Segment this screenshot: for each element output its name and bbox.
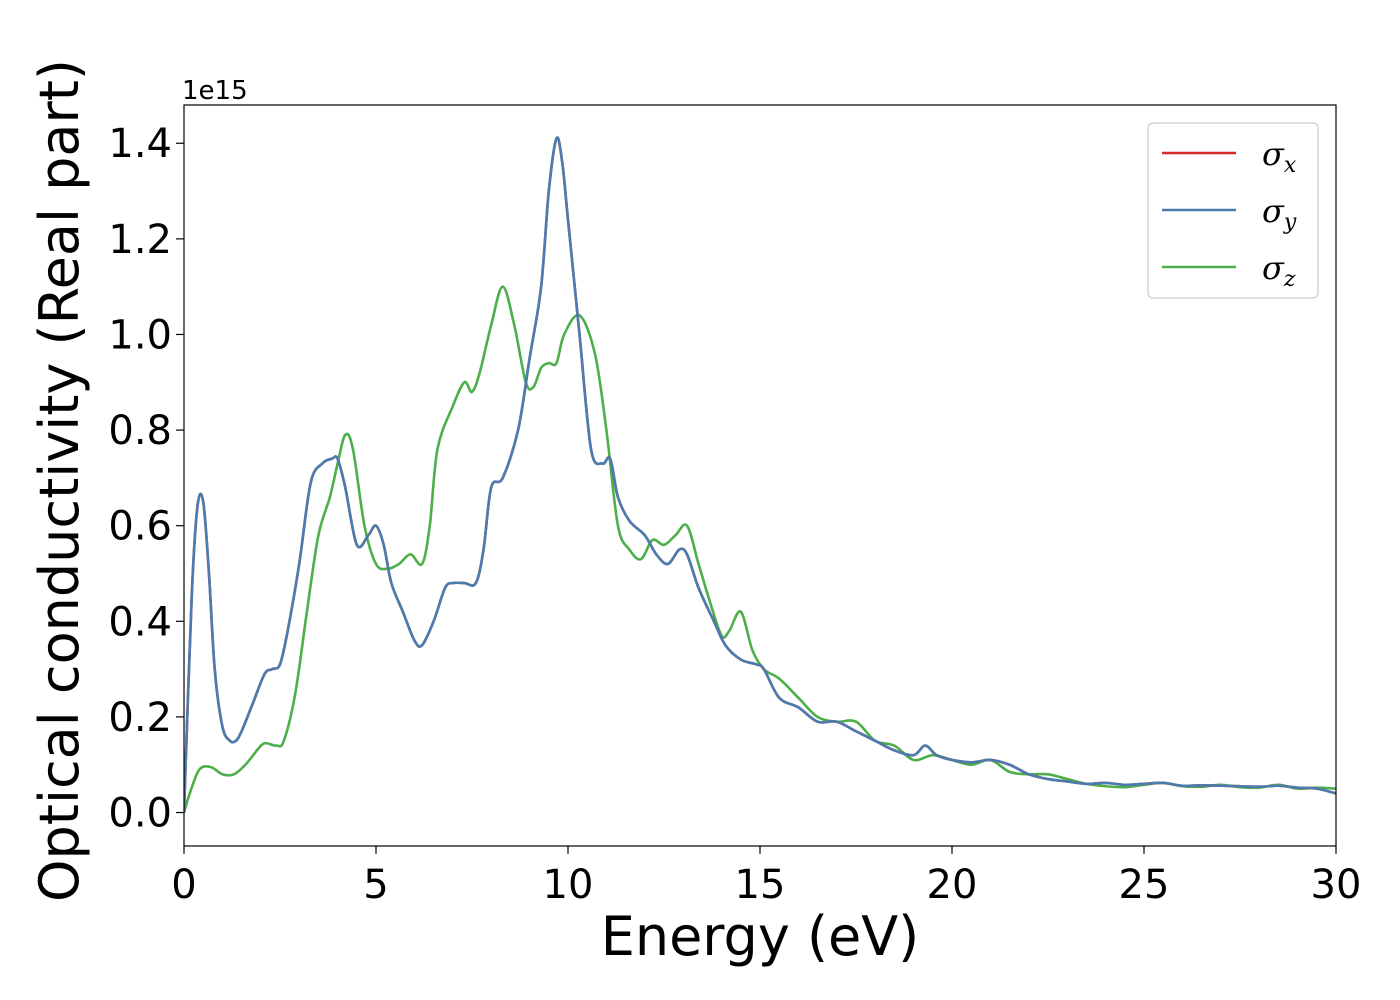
y-tick-label: 0.2 xyxy=(108,695,172,741)
y-tick-label: 0.0 xyxy=(108,791,172,837)
y-tick-label: 1.2 xyxy=(108,217,172,263)
series-line-z xyxy=(184,285,1336,813)
y-axis-title: Optical conductivity (Real part) xyxy=(28,59,91,902)
y-tick-label: 0.8 xyxy=(108,408,172,454)
x-axis-title: Energy (eV) xyxy=(601,905,920,968)
y-tick-label: 1.4 xyxy=(108,121,172,167)
legend-subscript: x xyxy=(1284,153,1297,178)
legend-label-z: σz xyxy=(1262,249,1296,292)
y-tick-label: 0.4 xyxy=(108,599,172,645)
legend-label-x: σx xyxy=(1262,135,1297,178)
x-tick-label: 5 xyxy=(363,862,388,908)
y-axis-offset-label: 1e15 xyxy=(182,76,248,106)
y-tick-label: 1.0 xyxy=(108,312,172,358)
series-line-y xyxy=(184,136,1336,813)
x-tick-label: 25 xyxy=(1119,862,1170,908)
x-tick-label: 0 xyxy=(171,862,196,908)
x-tick-label: 15 xyxy=(735,862,786,908)
x-tick-label: 20 xyxy=(927,862,978,908)
legend-symbol: σ xyxy=(1262,249,1285,287)
legend-symbol: σ xyxy=(1262,192,1285,230)
series-layer xyxy=(184,136,1336,813)
legend-subscript: z xyxy=(1283,267,1296,292)
x-axis: 0 5 10 15 20 25 30 xyxy=(171,846,1361,908)
y-axis: 0.0 0.2 0.4 0.6 0.8 1.0 1.2 1.4 xyxy=(108,121,184,837)
x-tick-label: 10 xyxy=(543,862,594,908)
legend-label-y: σy xyxy=(1262,192,1297,235)
legend-symbol: σ xyxy=(1262,135,1285,173)
legend-subscript: y xyxy=(1283,210,1297,235)
x-tick-label: 30 xyxy=(1311,862,1362,908)
y-tick-label: 0.6 xyxy=(108,504,172,550)
